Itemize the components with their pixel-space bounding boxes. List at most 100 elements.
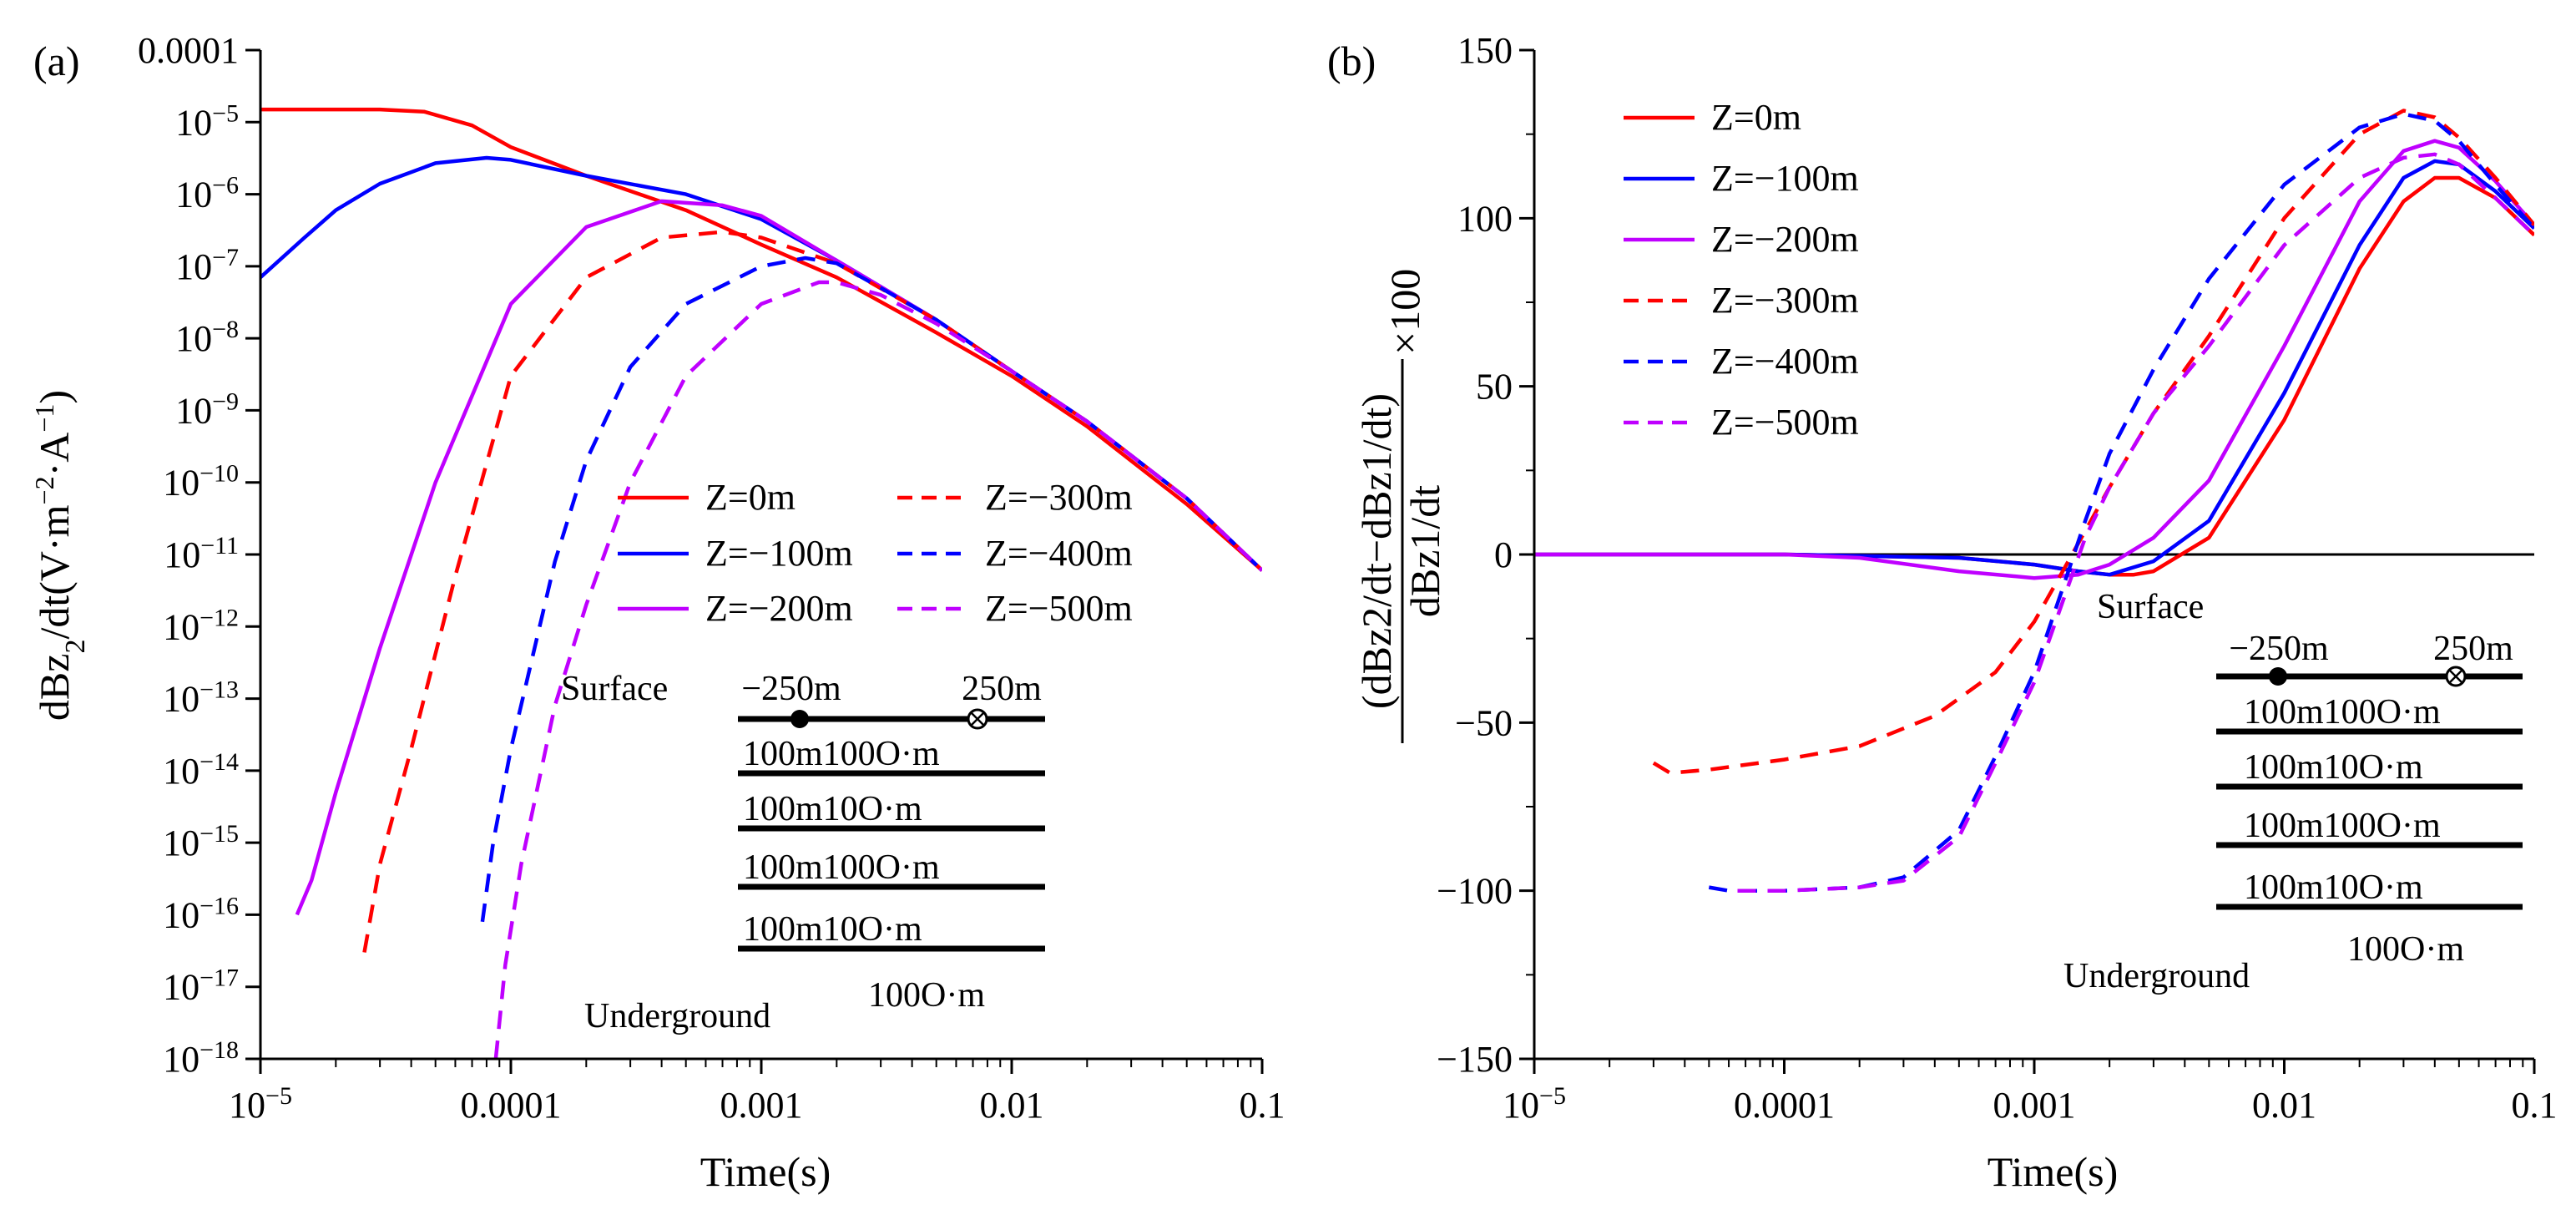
panel-a-y-tick-label-exponent: −12 [200, 604, 239, 631]
panel-b-underground-label: Underground [2063, 957, 2250, 995]
panel-b-legend-entry-5-label: Z=−500m [1711, 402, 1859, 443]
panel-b-x-tick-label: 0.01 [2252, 1085, 2316, 1126]
panel-a-y-tick-label-base: 10 [163, 967, 200, 1008]
panel-b-legend-entry-4-label: Z=−400m [1711, 341, 1859, 382]
panel-b-y-label-numerator: (dBz2/dt−dBz1/dt) [1353, 393, 1400, 709]
panel-a-y-tick-label: 10−18 [163, 1036, 239, 1081]
panel-b-x-tick-label-base: 10 [1503, 1085, 1539, 1126]
panel-a-y-ticks: 0.000110−510−610−710−810−910−1010−1110−1… [138, 30, 260, 1080]
panel-a-x-tick-label: 10−5 [229, 1082, 292, 1126]
panel-a-x-ticks: 10−5 0.0001 0.001 0.01 0.1 [229, 1059, 1285, 1126]
panel-b-layer-1-label: 100m10O·m [2244, 748, 2423, 787]
panel-a-y-tick-label: 10−14 [163, 747, 239, 792]
panel-a-source-right-cross-b [971, 712, 984, 726]
panel-b-y-tick-label-base: −50 [1455, 702, 1513, 743]
panel-a-label: (a) [33, 38, 80, 84]
panel-b-y-tick-label: 0 [1494, 534, 1513, 575]
panel-a-y-tick-label-exponent: −18 [200, 1036, 239, 1064]
panel-a-y-tick-label: 10−15 [163, 820, 239, 864]
panel-b-y-tick-label: 50 [1476, 367, 1513, 408]
panel-a-y-tick-label-base: 10 [163, 463, 200, 504]
panel-a-legend-entry-3-label: Z=−300m [985, 477, 1133, 518]
panel-b-y-ticks: 150 100 50 0 −50 −100 −150 [1437, 30, 1534, 1080]
panel-a-x-tick-label-base: 0.1 [1240, 1085, 1285, 1126]
panel-a-y-tick-label: 10−8 [175, 316, 239, 360]
panel-a-x-tick-label-base: 10 [229, 1085, 265, 1126]
panel-a-source-right-label: 250m [962, 670, 1042, 708]
panel-a-series-0-line [260, 107, 1262, 572]
panel-a-y-tick-label-exponent: −17 [200, 964, 239, 991]
panel-b-source-left-marker [2269, 667, 2287, 686]
panel-b-legend-entry-1-label: Z=−100m [1711, 158, 1859, 199]
panel-a-x-tick-label-exponent: −5 [265, 1082, 292, 1110]
panel-a-basement-label: 100O·m [868, 976, 985, 1015]
panel-a-y-tick-label-base: 10 [163, 823, 200, 863]
panel-a-y-tick-label: 10−12 [163, 604, 239, 648]
panel-b-x-axis-label: Time(s) [1988, 1148, 2119, 1195]
panel-a-y-tick-label-base: 10 [175, 175, 212, 215]
panel-a-y-tick-label: 10−16 [163, 892, 239, 936]
panel-a-underground-label: Underground [584, 997, 770, 1035]
panel-a-y-tick-label-base: 10 [163, 606, 200, 647]
panel-b-series-2-line [1534, 139, 2534, 580]
panel-a-x-tick-label: 0.001 [720, 1085, 803, 1126]
panel-a-y-tick-label-exponent: −6 [212, 171, 239, 199]
panel-a-x-tick-label: 0.01 [980, 1085, 1044, 1126]
panel-a-y-tick-label-exponent: −10 [200, 459, 239, 487]
panel-b-series-0-line [1534, 175, 2534, 577]
panel-b-x-tick-label-base: 0.001 [1993, 1085, 2076, 1126]
panel-b-source-left-label: −250m [2229, 630, 2329, 668]
panel-a-y-tick-label-base: 10 [163, 679, 200, 720]
panel-a-x-tick-label-base: 0.001 [720, 1085, 803, 1126]
panel-a-y-tick-label-exponent: −9 [212, 387, 239, 415]
panel-b-legend-entry-2-label: Z=−200m [1711, 219, 1859, 260]
panel-a-y-tick-label: 0.0001 [138, 30, 239, 71]
panel-b-x-tick-label-base: 0.1 [2512, 1085, 2558, 1126]
panel-b-y-tick-label: −150 [1437, 1039, 1513, 1080]
panel-b-layer-3-label: 100m10O·m [2244, 868, 2423, 907]
panel-a-legend-entry-4-label: Z=−400m [985, 533, 1133, 574]
panel-b-y-tick-label-base: −100 [1437, 871, 1513, 912]
panel-a-layer-0-label: 100m100O·m [743, 735, 940, 773]
panel-b-series-5-line [1737, 152, 2534, 893]
panel-b-legend-entry-0-label: Z=0m [1711, 97, 1801, 138]
panel-b-y-tick-label-base: 150 [1457, 30, 1513, 71]
panel-b-layer-0-label: 100m100O·m [2244, 693, 2441, 732]
panel-a-y-tick-label: 10−13 [163, 676, 239, 720]
panel-a-y-tick-label-exponent: −16 [200, 892, 239, 919]
panel-a-y-tick-label: 10−11 [164, 532, 239, 576]
panel-a-y-tick-label-base: 10 [175, 102, 212, 143]
panel-b-y-tick-label-base: 0 [1494, 534, 1513, 575]
panel-b-legend: Z=0m Z=−100m Z=−200m Z=−300m Z=−400m Z=−500m [1624, 97, 1859, 443]
panel-a-layer-2-label: 100m100O·m [743, 848, 940, 887]
panel-a-legend: Z=0m Z=−100m Z=−200m Z=−300m Z=−400m Z=−500m [618, 477, 1133, 629]
panel-a-x-tick-label: 0.0001 [461, 1085, 562, 1126]
panel-a-legend-entry-5-label: Z=−500m [985, 588, 1133, 629]
panel-a-y-tick-label-base: 10 [163, 751, 200, 792]
panel-b: (b) 10−5 0.0001 0.001 0.01 0.1 150 100 50 0 −50 −… [1327, 30, 2558, 1195]
panel-b-y-label-denominator: dBz1/dt [1402, 485, 1448, 617]
panel-a-series-5-line [493, 280, 1262, 1059]
panel-b-surface-label: Surface [2097, 588, 2204, 626]
panel-b-y-tick-label: −50 [1455, 702, 1513, 743]
panel-a-y-tick-label-exponent: −5 [212, 99, 239, 127]
panel-a-layer-model: Surface −250m 250m 100m100O·m 100m10O·m 100m1… [561, 670, 1045, 1035]
panel-a-y-tick-label: 10−17 [163, 964, 239, 1008]
panel-a-x-tick-label-base: 0.01 [980, 1085, 1044, 1126]
panel-a-y-tick-label-exponent: −7 [212, 243, 239, 271]
panel-b-y-label-suffix: ×100 [1381, 269, 1428, 355]
panel-b-y-axis-label: (dBz2/dt−dBz1/dt) dBz1/dt ×100 [1353, 269, 1448, 743]
panel-b-x-ticks: 10−5 0.0001 0.001 0.01 0.1 [1503, 1059, 2558, 1126]
panel-b-x-tick-label-base: 0.0001 [1734, 1085, 1835, 1126]
panel-a-source-left-label: −250m [741, 670, 841, 708]
panel-b-series-1-line [1534, 159, 2534, 577]
panel-b-series-group [1534, 109, 2534, 893]
panel-a: (a) 10−5 0.0001 0.001 0.01 0.1 0.000110−510−… [29, 30, 1285, 1195]
panel-a-y-tick-label-exponent: −14 [200, 747, 239, 775]
panel-a-y-tick-label: 10−9 [175, 387, 239, 432]
panel-b-y-tick-label: 100 [1457, 198, 1513, 239]
panel-a-y-tick-label-base: 10 [175, 390, 212, 431]
panel-a-y-tick-label-base: 10 [164, 534, 200, 575]
panel-b-x-tick-label: 10−5 [1503, 1082, 1566, 1126]
